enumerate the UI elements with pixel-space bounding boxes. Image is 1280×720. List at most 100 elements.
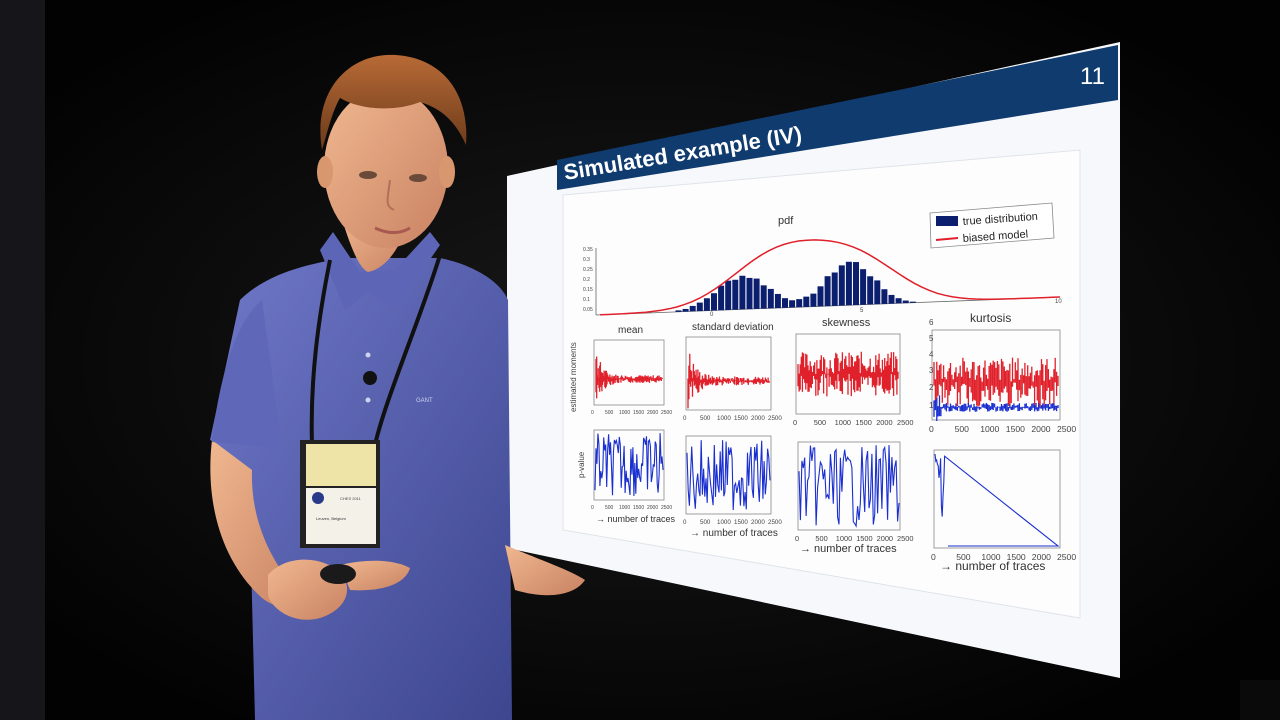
moment-x-tick: 2000 (647, 410, 658, 416)
pvalue-x-tick: 1000 (717, 519, 731, 526)
pdf-y-tick: 0.15 (583, 287, 593, 293)
pvalue-panel-frame (933, 449, 1061, 549)
pdf-bar (853, 262, 859, 306)
moment-x-tick: 2500 (897, 418, 913, 427)
pdf-bar (718, 285, 725, 311)
slide-number: 11 (1080, 63, 1105, 90)
legend-label-model: biased model (962, 228, 1028, 245)
pvalue-xlabel-1: → number of traces (596, 514, 676, 524)
pdf-y-tick: 0.2 (583, 277, 590, 283)
moment-panel-frame (685, 336, 772, 411)
pdf-y-tick-labels: 0.05 0.1 0.15 0.2 0.25 0.3 0.35 (583, 247, 593, 313)
pdf-bar (860, 269, 867, 305)
kurtosis-y-tick: 1 (929, 401, 934, 410)
pvalue-ylabel: p-value (577, 451, 586, 478)
moment-x-tick: 0 (929, 424, 934, 434)
pvalue-panel-frame (797, 441, 901, 531)
moment-x-tick: 1000 (980, 424, 999, 434)
badge-top-panel (306, 444, 376, 486)
moment-series-kurt (933, 357, 1059, 408)
pdf-bar (909, 301, 916, 303)
pdf-bar (796, 299, 803, 308)
left-ear (317, 156, 333, 188)
pdf-bar (782, 298, 788, 308)
pvalue-x-tick: 2500 (1057, 552, 1076, 562)
pvalue-x-tick: 1000 (836, 534, 852, 543)
moment-x-tick: 1000 (619, 410, 630, 416)
right-eye (409, 174, 427, 182)
pdf-bar (682, 308, 689, 312)
pdf-bar (739, 275, 746, 310)
pdf-bar (803, 296, 810, 307)
pdf-bar (732, 279, 739, 310)
pvalue-x-tick: 1500 (1007, 552, 1026, 562)
moment-title-mean: mean (618, 325, 643, 336)
pdf-bar (774, 293, 781, 309)
moments-ylabel: estimated moments (569, 342, 578, 412)
shirt-button (365, 397, 371, 403)
moment-x-tick: 2000 (1031, 424, 1050, 434)
pdf-bar (753, 278, 760, 309)
pvalue-x-tick: 0 (795, 534, 799, 543)
pvalue-x-tick: 1000 (981, 552, 1000, 562)
moment-x-tick: 1000 (835, 418, 851, 427)
mouth (374, 226, 411, 234)
moment-x-tick: 2500 (1057, 424, 1076, 434)
pvalue-series (686, 440, 771, 511)
pvalue-xlabel-4: → number of traces (940, 559, 1045, 573)
pvalue-x-tick: 2500 (661, 505, 672, 511)
pdf-bar (810, 293, 817, 307)
moment-x-tick: 500 (605, 410, 614, 416)
clicker-remote (320, 564, 356, 584)
legend-swatch-model (935, 237, 959, 241)
lanyard-left (309, 259, 332, 446)
pvalue-series (798, 445, 900, 528)
pdf-bar (902, 300, 909, 304)
moment-x-tick: 2500 (768, 415, 782, 422)
pdf-bar (675, 310, 682, 312)
face (324, 88, 448, 248)
moment-x-tick: 500 (700, 415, 711, 422)
pdf-bar (888, 294, 895, 304)
pvalue-panel-frame (685, 435, 772, 515)
left-curtain (0, 0, 45, 720)
left-sleeve (212, 300, 282, 448)
pdf-bar (760, 285, 767, 309)
projected-slide: 11 Simulated example (IV) pdf 0.05 0.1 0… (507, 42, 1120, 678)
pvalue-x-tick: 2000 (751, 519, 765, 526)
pvalue-x-tick: 0 (931, 552, 936, 562)
pvalue-x-tick: 1000 (619, 505, 630, 511)
badge-logo (312, 492, 324, 504)
figure-panel (562, 149, 1081, 619)
shirt-button (365, 352, 371, 358)
pdf-x-tick: 10 (1055, 299, 1062, 305)
pvalue-x-tick: 0 (683, 519, 687, 526)
pvalue-series (934, 453, 1060, 547)
pvalue-series (594, 433, 664, 497)
hair (320, 54, 467, 150)
slide-header-bar (557, 45, 1118, 190)
pdf-y-tick: 0.3 (583, 257, 590, 263)
right-hand (340, 560, 410, 591)
pvalue-x-tick: 1500 (856, 534, 872, 543)
pdf-bar (703, 298, 710, 311)
pvalue-x-tick: 2500 (897, 534, 913, 543)
pvalue-x-tick: 500 (956, 552, 971, 562)
moment-x-tick: 1500 (855, 418, 871, 427)
pvalue-x-tick: 2500 (768, 519, 782, 526)
moment-title-kurtosis: kurtosis (970, 311, 1011, 325)
moment-x-tick: 0 (683, 415, 687, 422)
pdf-bar (711, 293, 717, 311)
pvalue-x-tick: 1500 (734, 519, 748, 526)
moment-series-skew (797, 351, 899, 397)
pvalue-x-tick: 1500 (633, 505, 644, 511)
moment-series-mean (595, 356, 663, 399)
pdf-title: pdf (778, 215, 794, 227)
right-ear (439, 156, 455, 188)
pdf-y-tick: 0.05 (583, 307, 593, 313)
pdf-subplot: pdf 0.05 0.1 0.15 0.2 0.25 0.3 0.35 0 5 … (583, 202, 1062, 318)
pvalue-x-tick: 2000 (1032, 552, 1051, 562)
